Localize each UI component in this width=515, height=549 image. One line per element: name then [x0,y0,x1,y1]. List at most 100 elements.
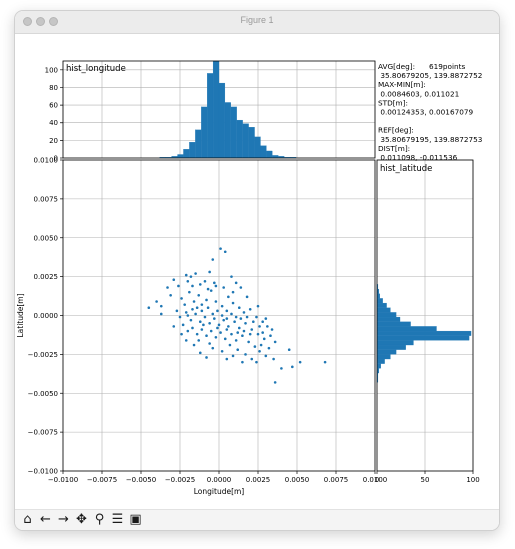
scatter-point [248,332,252,336]
scatter-point [211,346,215,350]
scatter-point [209,289,213,292]
scatter-point [219,247,222,250]
scatter-point [205,298,208,302]
scatter-point [266,325,269,328]
scatter-point [186,329,190,333]
histogram-bar [376,363,381,369]
scatter-point [261,320,264,324]
zoom-button[interactable]: ⚲ [91,511,108,528]
histogram-bar [236,119,243,159]
scatter-point [252,320,255,324]
scatter-point [220,304,224,308]
scatter-point [181,323,185,327]
scatter-point [194,312,197,316]
stats-line: DIST[m]: [378,144,410,153]
stats-line: 0.00124353, 0.00167079 [378,108,474,117]
scatter-point [211,258,215,261]
histogram-bar [376,326,437,332]
stats-line: 0.011098, -0.011536 [378,153,458,162]
histogram-bar [248,127,255,159]
scatter-point [166,286,169,289]
scatter-point [230,332,233,336]
scatter-point [194,272,197,275]
scatter-point [273,381,277,384]
scatter-point [206,306,210,310]
back-button[interactable]: ← [37,511,54,528]
stats-line: STD[m]: [378,98,408,107]
scatter-point [203,315,207,319]
close-window-button[interactable] [23,17,32,26]
x-axis-label: Longitude[m] [194,487,245,496]
scatter-point [191,326,194,330]
x-tick-label: −0.0100 [48,476,78,484]
scatter-point [225,328,229,331]
histogram-bar [242,123,249,159]
scatter-point [200,303,204,306]
zoom-window-button[interactable] [49,17,58,26]
scatter-point [237,326,241,330]
histogram-bar [376,344,406,350]
figure-canvas[interactable]: −0.0100 −0.0075 −0.0050 −0.0025 0.0000 0.0025… [15,34,499,509]
scatter-point [175,309,179,313]
y-axis-label: Latitude[m] [16,293,25,337]
histogram-bar [201,106,208,159]
scatter-point [222,286,225,289]
scatter-point [231,290,235,294]
scatter-point [247,340,250,344]
home-button[interactable]: ⌂ [19,511,36,528]
minimize-window-button[interactable] [36,17,45,26]
magnifier-icon: ⚲ [94,512,105,527]
scatter-point [245,295,249,299]
stats-line: AVG[deg]: 619points [378,62,466,71]
x-tick-label: 0.0100 [363,476,388,484]
y-tick-label: 20 [49,137,58,145]
scatter-point [200,328,204,331]
scatter-point [258,349,261,353]
pan-button[interactable]: ✥ [73,511,90,528]
histogram-bar [376,349,397,355]
scatter-point [230,312,233,316]
scatter-point [184,311,188,314]
histogram-bar [376,321,411,327]
scatter-point [177,284,180,288]
scatter-point [245,315,249,319]
scatter-point [206,287,210,291]
scatter-point [159,304,163,308]
histogram-bar [189,142,196,159]
scatter-point [231,354,235,358]
scatter-point [217,323,221,327]
scatter-point [253,345,257,348]
x-tick-label: 0 [375,476,379,484]
histogram-bar [230,106,237,159]
histogram-bar [376,312,397,318]
stats-line: 35.80679205, 139.8872752 [378,71,482,80]
save-button[interactable]: ▣ [127,511,144,528]
move-icon: ✥ [76,512,87,527]
arrow-left-icon: ← [40,512,51,527]
y-tick-label: −0.0025 [28,351,58,359]
histogram-bar [376,335,470,341]
scatter-point [225,309,229,313]
scatter-point [223,337,227,341]
scatter-point [191,284,194,288]
forward-button[interactable]: → [55,511,72,528]
scatter-point [195,332,199,336]
x-tick-label: 0.0000 [207,476,232,484]
scatter-point [225,317,229,320]
floppy-icon: ▣ [129,512,142,527]
scatter-point [198,320,202,324]
stats-text-block: AVG[deg]: 619points 35.80679205, 139.887… [378,62,483,162]
scatter-point [250,357,254,361]
scatter-point [155,300,158,303]
scatter-point [273,340,277,344]
y-tick-label: 60 [49,102,58,110]
scatter-point [270,328,274,331]
scatter-point [222,318,225,322]
y-tick-label: 0.0050 [34,234,59,242]
scatter-point [287,348,291,352]
histogram-bar [376,307,391,313]
configure-subplots-button[interactable]: ☰ [109,511,126,528]
stats-line: MAX-MIN[m]: [378,80,426,89]
figure-window: Figure 1 −0.0100 −0.0075 −0.0050 −0.0025 0.0… [14,10,500,531]
scatter-point [280,367,283,370]
